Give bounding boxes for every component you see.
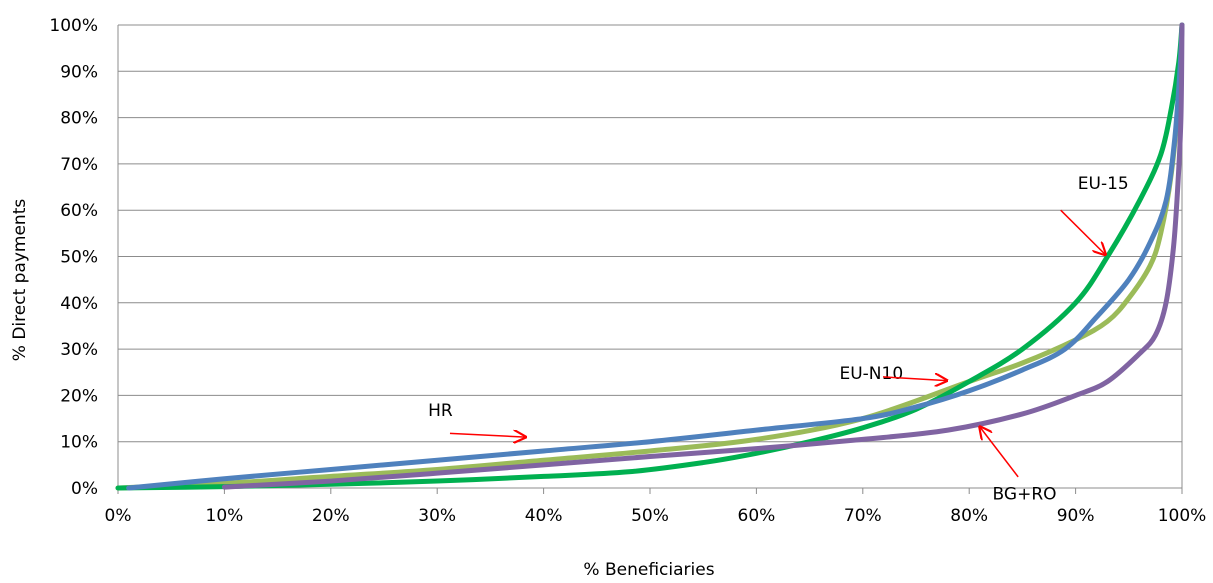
y-tick-label: 10%	[60, 433, 98, 453]
series-line	[221, 22, 1185, 490]
x-tick-label: 30%	[418, 506, 456, 526]
series-line	[126, 22, 1185, 491]
x-axis-title: % Beneficiaries	[583, 560, 714, 580]
annotation-arrow	[449, 433, 526, 437]
y-tick-label: 40%	[60, 294, 98, 314]
y-axis-title: % Direct payments	[10, 199, 30, 362]
x-tick-label: 70%	[844, 506, 882, 526]
x-tick-label: 90%	[1057, 506, 1095, 526]
series-lines	[115, 22, 1185, 491]
y-tick-label: 100%	[49, 16, 98, 36]
y-tick-label: 60%	[60, 201, 98, 221]
axes: 0% 10% 20% 30% 40% 50% 60% 70% 80% 90% 100% 0% 10% 20…	[49, 16, 1206, 526]
x-tick-label: 100%	[1158, 506, 1207, 526]
series-line	[115, 22, 1185, 491]
annotation-arrow	[882, 377, 947, 381]
y-tick-label: 0%	[71, 479, 98, 499]
annotation-arrow	[1060, 209, 1106, 254]
y-tick-label: 20%	[60, 386, 98, 406]
x-tick-label: 40%	[525, 506, 563, 526]
y-tick-label: 50%	[60, 248, 98, 268]
x-tick-label: 60%	[738, 506, 776, 526]
annotation-label: BG+RO	[993, 485, 1057, 505]
x-tick-label: 80%	[950, 506, 988, 526]
gridlines	[118, 24, 1182, 489]
annotations: EU-15 EU-N10 HR BG+RO	[428, 174, 1129, 505]
y-tick-label: 80%	[60, 109, 98, 129]
annotation-label: HR	[428, 401, 453, 421]
x-tick-label: 50%	[631, 506, 669, 526]
y-tick-label: 70%	[60, 155, 98, 175]
y-tick-label: 90%	[60, 62, 98, 82]
annotation-arrow	[980, 427, 1019, 478]
x-tick-label: 0%	[105, 506, 132, 526]
series-line	[115, 22, 1185, 491]
annotation-label: EU-N10	[839, 364, 903, 384]
annotation-label: EU-15	[1078, 174, 1129, 194]
x-tick-label: 20%	[312, 506, 350, 526]
y-tick-label: 30%	[60, 340, 98, 360]
x-tick-label: 10%	[206, 506, 244, 526]
